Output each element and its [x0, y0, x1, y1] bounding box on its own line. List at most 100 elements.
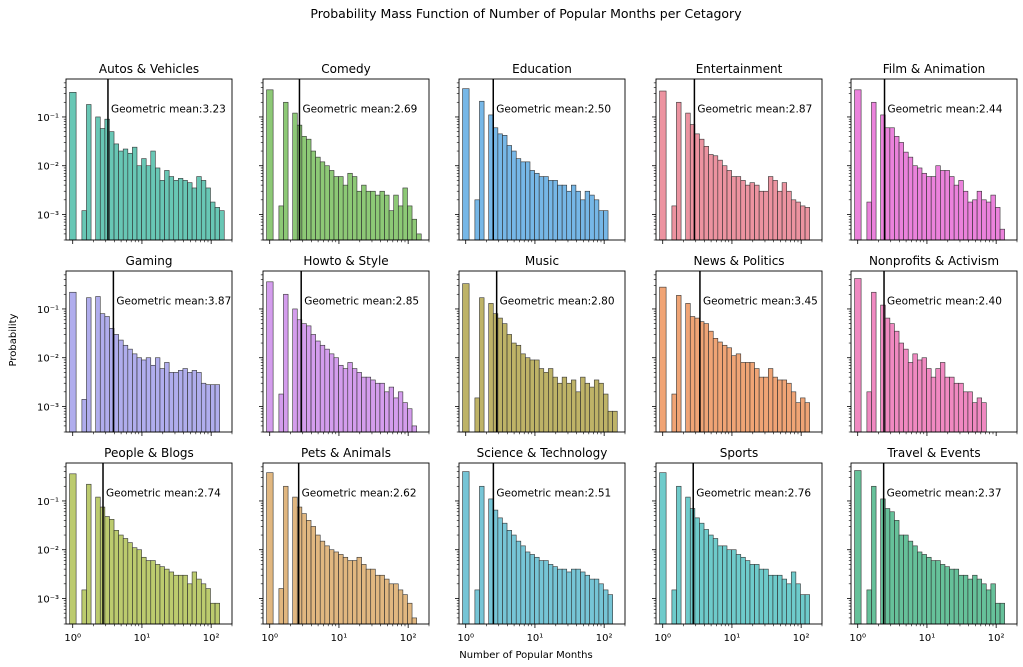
- bar: [168, 372, 175, 433]
- bar: [972, 199, 978, 241]
- bar: [999, 228, 1005, 241]
- bar: [118, 150, 124, 241]
- bar: [352, 560, 358, 625]
- bar: [694, 133, 700, 241]
- figure-xlabel: Number of Popular Months: [459, 650, 592, 661]
- mean-label: Geometric mean:2.50: [496, 103, 611, 115]
- bar: [557, 184, 563, 241]
- bar: [210, 384, 216, 433]
- bar: [949, 176, 955, 241]
- bar: [703, 323, 709, 433]
- bar: [561, 568, 568, 625]
- bar: [178, 574, 184, 625]
- bar: [894, 520, 900, 625]
- bar: [127, 542, 133, 625]
- bar: [118, 339, 124, 433]
- bar: [676, 101, 682, 241]
- bar: [889, 511, 895, 625]
- bar: [488, 303, 494, 433]
- bar: [301, 513, 307, 625]
- bar: [552, 566, 558, 625]
- bar: [397, 391, 404, 433]
- bar: [763, 376, 769, 433]
- bar: [763, 568, 769, 625]
- bar: [990, 583, 996, 625]
- bar: [301, 323, 307, 433]
- bar: [210, 602, 216, 625]
- axes-frame: [262, 270, 430, 433]
- x-tick-label: 10⁰: [654, 633, 671, 644]
- mean-label: Geometric mean:2.37: [887, 487, 1002, 499]
- bar: [731, 355, 737, 433]
- bar: [603, 393, 609, 433]
- bar: [607, 594, 613, 625]
- bar: [164, 362, 170, 433]
- bar: [145, 165, 152, 241]
- bar: [310, 526, 316, 625]
- axes-frame: [65, 462, 233, 625]
- bar: [854, 89, 862, 241]
- bar: [726, 549, 732, 625]
- bar: [319, 540, 326, 625]
- bar: [777, 379, 783, 433]
- y-tick-label: 10⁻³: [37, 402, 59, 413]
- x-tick-label: 10²: [988, 633, 1005, 644]
- panels-group: Autos & Vehicles Geometric mean:3.23 10⁻³ 1…: [37, 62, 1018, 644]
- bar: [315, 156, 321, 241]
- bar: [593, 199, 600, 241]
- panel-14: Sports Geometric mean:2.76 10⁰ 10¹ 10²: [652, 446, 823, 644]
- bar: [694, 517, 700, 625]
- bar: [790, 571, 797, 625]
- bar: [342, 556, 349, 625]
- bar: [127, 348, 133, 433]
- bar: [800, 397, 806, 433]
- bar: [488, 498, 494, 625]
- bar: [735, 176, 742, 241]
- bar: [168, 571, 175, 625]
- bar: [104, 516, 110, 625]
- bar: [571, 568, 577, 625]
- bar: [940, 564, 946, 625]
- bar: [772, 574, 778, 625]
- panel-12: Pets & Animals Geometric mean:2.62 10⁰ 10¹ 1…: [259, 446, 430, 644]
- bar: [150, 150, 156, 241]
- bar: [659, 286, 667, 433]
- x-tick-label: 10⁰: [849, 633, 866, 644]
- bar: [571, 184, 577, 241]
- bar: [712, 538, 719, 625]
- bar: [329, 549, 335, 625]
- bar: [740, 556, 746, 625]
- bar: [81, 589, 87, 625]
- bar: [534, 556, 540, 625]
- bar: [580, 199, 586, 241]
- bar: [935, 368, 941, 433]
- bar: [301, 136, 307, 241]
- bar: [384, 194, 390, 241]
- bar: [278, 393, 284, 433]
- bar: [884, 127, 891, 241]
- bar: [306, 520, 312, 625]
- bar: [173, 372, 179, 433]
- bar: [944, 376, 950, 433]
- bar: [342, 368, 349, 433]
- bar: [703, 529, 709, 625]
- bar: [708, 330, 714, 433]
- bar: [708, 534, 714, 625]
- bar: [214, 207, 220, 241]
- bar: [205, 384, 211, 433]
- bar: [95, 496, 101, 625]
- bar: [502, 522, 508, 625]
- bar: [795, 583, 801, 625]
- bar: [708, 154, 714, 241]
- bar: [912, 165, 918, 241]
- bar: [497, 317, 503, 433]
- bar: [944, 566, 950, 625]
- bar: [949, 568, 955, 625]
- bar: [598, 382, 604, 433]
- bar: [319, 344, 326, 433]
- bar: [921, 172, 927, 241]
- bar: [511, 150, 517, 241]
- bar: [804, 402, 810, 433]
- bar: [402, 594, 408, 625]
- bar: [898, 342, 904, 433]
